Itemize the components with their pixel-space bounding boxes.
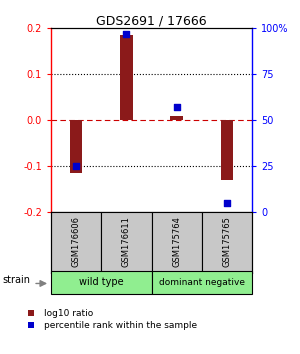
- Text: GSM176606: GSM176606: [72, 216, 81, 267]
- Bar: [51, 271, 152, 294]
- Bar: [152, 271, 252, 294]
- Title: GDS2691 / 17666: GDS2691 / 17666: [96, 14, 207, 27]
- Legend: log10 ratio, percentile rank within the sample: log10 ratio, percentile rank within the …: [22, 309, 197, 330]
- Bar: [220, 120, 233, 180]
- Text: GSM175765: GSM175765: [222, 216, 231, 267]
- Text: GSM175764: GSM175764: [172, 216, 181, 267]
- Bar: [101, 212, 152, 273]
- Bar: [152, 212, 202, 273]
- Text: wild type: wild type: [79, 277, 124, 287]
- Point: [124, 31, 129, 37]
- Point: [74, 164, 79, 169]
- Bar: [170, 116, 183, 120]
- Bar: [120, 35, 133, 120]
- Text: dominant negative: dominant negative: [159, 278, 245, 287]
- Bar: [70, 120, 83, 173]
- Point: [224, 200, 229, 206]
- Bar: [202, 212, 252, 273]
- Text: strain: strain: [3, 275, 31, 285]
- Bar: [51, 212, 101, 273]
- Text: GSM176611: GSM176611: [122, 216, 131, 267]
- Point: [174, 105, 179, 110]
